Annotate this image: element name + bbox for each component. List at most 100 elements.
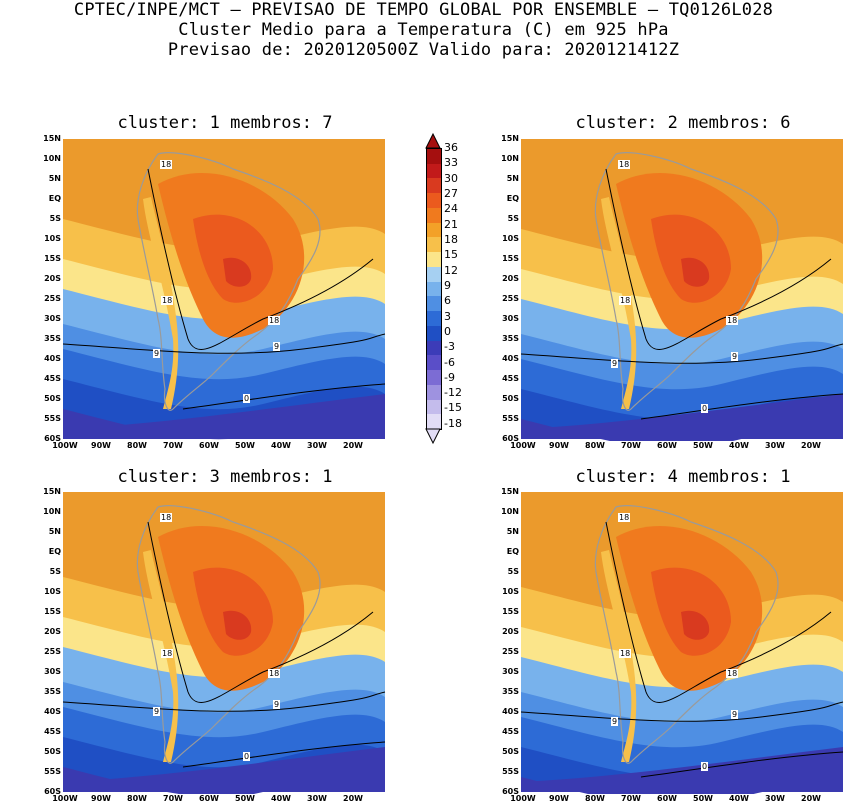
latitude-tick-label: 40S <box>44 354 61 363</box>
latitude-tick-label: 30S <box>502 314 519 323</box>
colorbar-swatch <box>427 340 441 356</box>
contour-label: 0 <box>243 394 251 403</box>
colorbar-tick-label: -9 <box>444 370 455 384</box>
colorbar-swatch <box>427 311 441 327</box>
latitude-tick-label: EQ <box>506 194 519 203</box>
latitude-tick-label: 55S <box>502 414 519 423</box>
colorbar-tick-label: -18 <box>444 416 462 430</box>
latitude-tick-label: 55S <box>44 414 61 423</box>
colorbar-swatch <box>427 163 441 179</box>
colorbar-swatch <box>427 207 441 224</box>
latitude-tick-label: 50S <box>44 394 61 403</box>
colorbar-tick-label: -3 <box>444 340 455 354</box>
temperature-map <box>63 139 386 440</box>
latitude-tick-label: 5N <box>506 174 519 183</box>
longitude-tick-label: 100W <box>510 794 536 803</box>
contour-label: 18 <box>619 296 632 305</box>
colorbar-swatch <box>427 355 441 371</box>
longitude-tick-label: 80W <box>585 794 605 803</box>
latitude-tick-label: 25S <box>44 647 61 656</box>
latitude-tick-label: 50S <box>44 747 61 756</box>
colorbar-swatch <box>427 178 441 194</box>
contour-label: 18 <box>268 316 281 325</box>
contour-label: 9 <box>273 700 281 709</box>
contour-label: 9 <box>611 359 619 368</box>
colorbar-swatch <box>427 384 441 401</box>
contour-label: 9 <box>731 352 739 361</box>
panel-title: cluster: 4 membros: 1 <box>575 467 791 487</box>
contour-label: 18 <box>161 649 174 658</box>
colorbar-tick-label: 15 <box>444 248 458 262</box>
contour-label: 18 <box>619 649 632 658</box>
header-line-3: Previsao de: 2020120500Z Valido para: 20… <box>167 40 680 60</box>
longitude-tick-label: 40W <box>271 441 291 450</box>
contour-label: 18 <box>161 296 174 305</box>
colorbar-swatch <box>427 252 441 268</box>
latitude-tick-label: 10S <box>502 234 519 243</box>
colorbar-tick-label: 12 <box>444 263 458 277</box>
longitude-tick-label: 90W <box>91 441 111 450</box>
colorbar-tick-label: 3 <box>444 309 451 323</box>
longitude-tick-label: 100W <box>52 441 78 450</box>
latitude-tick-label: 60S <box>44 434 61 443</box>
longitude-tick-label: 20W <box>801 441 821 450</box>
contour-label: 0 <box>243 752 251 761</box>
longitude-tick-label: 60W <box>657 441 677 450</box>
latitude-tick-label: 35S <box>44 334 61 343</box>
longitude-tick-label: 90W <box>91 794 111 803</box>
latitude-tick-label: 60S <box>502 434 519 443</box>
latitude-tick-label: 5N <box>506 527 519 536</box>
header-line-1: CPTEC/INPE/MCT — PREVISAO DE TEMPO GLOBA… <box>73 0 774 20</box>
longitude-tick-label: 70W <box>163 441 183 450</box>
latitude-tick-label: 30S <box>44 667 61 676</box>
contour-label: 0 <box>701 404 709 413</box>
longitude-tick-label: 100W <box>52 794 78 803</box>
latitude-tick-label: 55S <box>502 767 519 776</box>
latitude-tick-label: 50S <box>502 747 519 756</box>
contour-label: 18 <box>618 160 631 169</box>
colorbar-swatch <box>427 399 441 415</box>
latitude-tick-label: 5S <box>507 214 519 223</box>
latitude-tick-label: 5S <box>49 567 61 576</box>
colorbar-tick-label: 0 <box>444 324 451 338</box>
longitude-tick-label: 50W <box>235 441 255 450</box>
latitude-tick-label: 20S <box>44 627 61 636</box>
latitude-tick-label: 40S <box>502 354 519 363</box>
colorbar-tick-label: 33 <box>444 156 458 170</box>
longitude-tick-label: 40W <box>729 441 749 450</box>
longitude-tick-label: 50W <box>693 441 713 450</box>
longitude-tick-label: 40W <box>271 794 291 803</box>
longitude-tick-label: 30W <box>765 441 785 450</box>
latitude-tick-label: 10N <box>501 154 519 163</box>
contour-label: 18 <box>726 669 739 678</box>
colorbar-swatch <box>427 281 441 297</box>
temperature-map <box>63 492 386 794</box>
contour-label: 9 <box>153 707 161 716</box>
longitude-tick-label: 50W <box>693 794 713 803</box>
latitude-tick-label: EQ <box>506 547 519 556</box>
contour-label: 18 <box>160 513 173 522</box>
colorbar-tick-label: 21 <box>444 217 458 231</box>
longitude-tick-label: 60W <box>199 441 219 450</box>
temperature-map <box>521 139 844 441</box>
latitude-tick-label: 10S <box>502 587 519 596</box>
longitude-tick-label: 80W <box>127 794 147 803</box>
panel-title: cluster: 1 membros: 7 <box>117 113 333 133</box>
latitude-tick-label: 15N <box>43 487 61 496</box>
latitude-tick-label: 35S <box>502 687 519 696</box>
latitude-tick-label: 40S <box>502 707 519 716</box>
latitude-tick-label: 45S <box>44 374 61 383</box>
latitude-tick-label: 10N <box>43 507 61 516</box>
latitude-tick-label: 55S <box>44 767 61 776</box>
latitude-tick-label: 30S <box>44 314 61 323</box>
latitude-tick-label: 45S <box>502 374 519 383</box>
longitude-tick-label: 80W <box>127 441 147 450</box>
colorbar-tick-label: 18 <box>444 232 458 246</box>
longitude-tick-label: 70W <box>621 441 641 450</box>
contour-label: 18 <box>726 316 739 325</box>
latitude-tick-label: 50S <box>502 394 519 403</box>
latitude-tick-label: 20S <box>502 274 519 283</box>
latitude-tick-label: 5N <box>48 174 61 183</box>
longitude-tick-label: 60W <box>657 794 677 803</box>
contour-label: 18 <box>160 160 173 169</box>
